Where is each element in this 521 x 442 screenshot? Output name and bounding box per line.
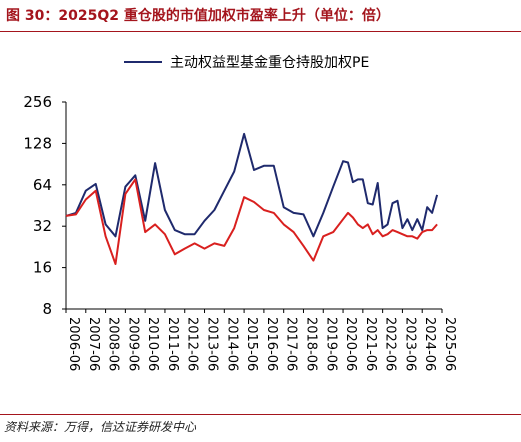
x-tick-label: 2009-06 [125, 317, 140, 371]
y-tick-label: 128 [23, 134, 52, 152]
series-line-red [65, 178, 438, 265]
line-chart: 8 16 32 64 128 256 2006-06 2007-06 2008-06 2009-… [23, 54, 457, 371]
source-note: 资料来源：万得，信达证券研发中心 [4, 420, 197, 434]
x-tick-label: 2023-06 [402, 317, 417, 371]
x-tick-label: 2010-06 [145, 317, 160, 371]
chart-title: 图 30：2025Q2 重仓股的市值加权市盈率上升（单位：倍） [6, 8, 390, 24]
x-axis-tick-labels: 2006-06 2007-06 2008-06 2009-06 2010-06 2011-… [66, 317, 457, 371]
x-tick-label: 2011-06 [165, 317, 180, 371]
x-tick-label: 2019-06 [323, 317, 338, 371]
y-tick-label: 256 [23, 93, 52, 111]
title-divider [0, 31, 521, 32]
x-tick-label: 2020-06 [343, 317, 358, 371]
x-tick-label: 2007-06 [86, 317, 101, 371]
x-tick-label: 2014-06 [224, 317, 239, 371]
legend: 主动权益型基金重仓持股加权PE [124, 54, 369, 71]
x-tick-label: 2017-06 [284, 317, 299, 371]
x-tick-label: 2024-06 [422, 317, 437, 371]
x-tick-label: 2018-06 [303, 317, 318, 371]
source-divider [0, 414, 521, 415]
x-tick-label: 2021-06 [363, 317, 378, 371]
y-axis-tick-labels: 8 16 32 64 128 256 [23, 93, 52, 318]
y-tick-label: 64 [33, 176, 52, 194]
x-tick-label: 2006-06 [66, 317, 81, 371]
x-tick-label: 2013-06 [205, 317, 220, 371]
x-tick-label: 2015-06 [244, 317, 259, 371]
x-tick-label: 2012-06 [185, 317, 200, 371]
x-tick-label: 2016-06 [264, 317, 279, 371]
x-tick-label: 2025-06 [442, 317, 457, 371]
series-line-navy [65, 132, 439, 238]
legend-label: 主动权益型基金重仓持股加权PE [170, 54, 369, 71]
chart-axes [62, 101, 443, 313]
y-tick-label: 16 [33, 259, 52, 277]
x-tick-label: 2008-06 [106, 317, 121, 371]
x-tick-label: 2022-06 [383, 317, 398, 371]
y-tick-label: 8 [42, 300, 52, 318]
y-tick-label: 32 [33, 217, 52, 235]
series-lines [65, 132, 439, 265]
